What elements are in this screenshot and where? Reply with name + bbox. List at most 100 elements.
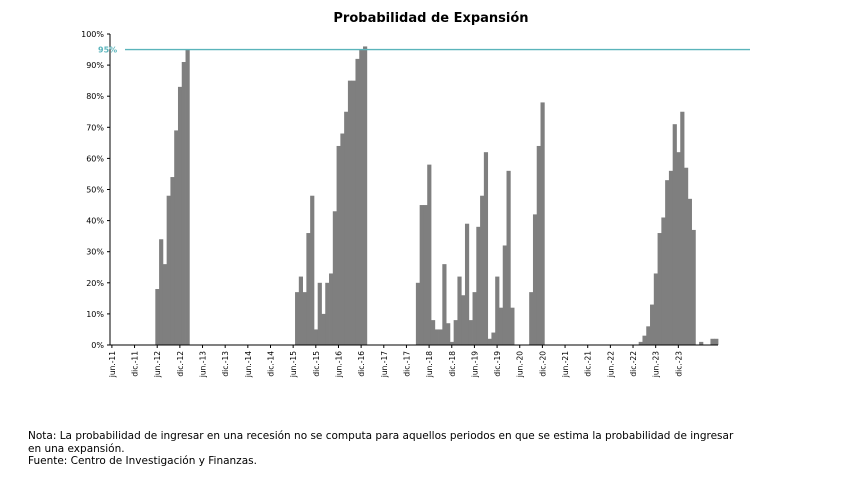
bar [344, 111, 349, 345]
x-tick-label: jun.-22 [606, 351, 615, 378]
bar [155, 289, 160, 345]
bar [472, 292, 477, 345]
bar [347, 80, 353, 346]
bar [159, 239, 164, 345]
y-tick-label: 100% [81, 30, 104, 39]
bar [676, 152, 681, 345]
x-tick-label: jun.-13 [199, 351, 208, 378]
reference-line-group: 95% [98, 46, 750, 55]
y-tick-label: 20% [86, 279, 104, 288]
y-tick-label: 80% [86, 92, 104, 101]
bar [464, 223, 470, 345]
x-tick-label: jun.-11 [108, 351, 117, 378]
x-tick-label: jun.-18 [425, 351, 434, 378]
bar [419, 205, 424, 345]
bar [491, 332, 496, 345]
bar [536, 145, 541, 345]
note-line-2: en una expansión. [28, 442, 125, 455]
bar [646, 326, 651, 345]
bar [162, 264, 168, 345]
expansion-probability-chart: Probabilidad de Expansión 0% 10% 20% 30% 40%… [81, 11, 750, 378]
chart-title: Probabilidad de Expansión [333, 11, 528, 26]
bar [313, 329, 319, 345]
bar [480, 195, 485, 345]
x-tick-label: dic.-12 [176, 351, 185, 377]
bar [295, 292, 300, 345]
bar [181, 61, 186, 346]
bar [502, 245, 507, 345]
bar [680, 111, 685, 345]
bar [427, 164, 432, 345]
bar [657, 233, 662, 345]
bar [363, 46, 368, 345]
bar [321, 313, 326, 345]
bar [476, 226, 481, 345]
bar [177, 86, 183, 346]
bar [653, 273, 658, 345]
x-tick-label: jun.-19 [470, 351, 479, 378]
bar [434, 329, 439, 345]
bar [430, 320, 436, 345]
x-tick-label: dic.-18 [448, 351, 457, 377]
bar [684, 167, 689, 345]
x-axis: jun.-11 dic.-11 jun.-12 dic.-12 jun.-13 dic.-… [108, 344, 718, 378]
x-tick-label: dic.-17 [402, 351, 411, 377]
bar [174, 130, 179, 345]
bar [672, 124, 677, 345]
x-tick-label: dic.-23 [674, 351, 683, 377]
y-tick-label: 40% [86, 217, 104, 226]
y-tick-label: 10% [86, 310, 104, 319]
x-tick-label: dic.-15 [312, 351, 321, 377]
bar [302, 292, 307, 345]
bar [166, 195, 171, 345]
bar [449, 341, 455, 345]
bar [687, 198, 692, 345]
bar [306, 233, 311, 345]
bar [483, 152, 489, 345]
bar [650, 304, 655, 345]
x-tick-label: jun.-20 [516, 351, 525, 378]
x-tick-label: dic.-16 [357, 351, 366, 377]
reference-line-label: 95% [98, 46, 117, 55]
bar [185, 49, 190, 346]
bar [325, 282, 330, 345]
source-line: Fuente: Centro de Investigación y Finanz… [28, 455, 257, 467]
bar [355, 58, 360, 345]
x-tick-label: dic.-14 [266, 351, 275, 377]
bar [529, 292, 534, 345]
bars [155, 46, 719, 346]
bar [691, 229, 696, 345]
y-tick-label: 50% [86, 186, 104, 195]
x-tick-label: jun.-16 [334, 351, 343, 378]
bar [442, 264, 447, 345]
bar [461, 295, 466, 345]
bar [498, 307, 504, 345]
bar [446, 323, 451, 345]
bar [638, 341, 643, 345]
note-line-1: Nota: La probabilidad de ingresar en una… [28, 430, 734, 442]
bar [415, 282, 421, 345]
bar [359, 49, 364, 346]
bar [468, 320, 473, 345]
x-tick-label: jun.-17 [380, 351, 389, 378]
bar [510, 307, 515, 345]
y-tick-label: 60% [86, 154, 104, 163]
bar [506, 170, 511, 345]
bar [340, 133, 345, 345]
x-tick-label: dic.-22 [629, 351, 638, 377]
x-tick-label: dic.-21 [584, 351, 593, 377]
x-tick-label: jun.-12 [153, 351, 162, 378]
bar [457, 276, 462, 345]
x-tick-label: jun.-14 [244, 351, 253, 378]
bar [298, 276, 303, 345]
x-tick-label: jun.-15 [289, 351, 298, 378]
bar [661, 217, 666, 345]
y-axis: 0% 10% 20% 30% 40% 50% 60% 70% 80% 90% 100% [81, 30, 111, 350]
bar [351, 80, 356, 346]
y-tick-label: 90% [86, 61, 104, 70]
x-tick-label: dic.-19 [493, 351, 502, 377]
bar [540, 102, 545, 345]
bar [532, 214, 538, 345]
bar [317, 282, 322, 345]
bar [170, 177, 175, 345]
